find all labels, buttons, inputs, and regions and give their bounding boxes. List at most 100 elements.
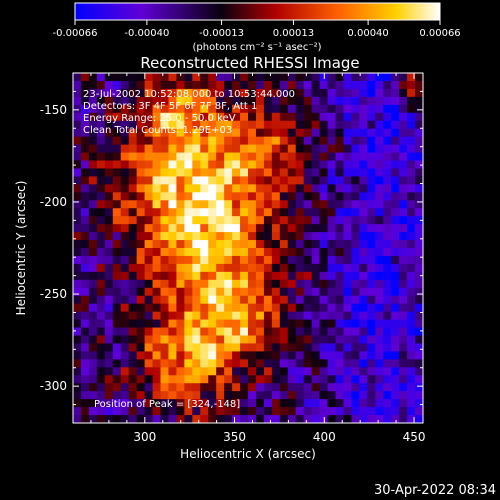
heatmap-cell <box>136 168 146 177</box>
heatmap-cell <box>263 383 273 392</box>
heatmap-cell <box>271 391 281 400</box>
heatmap-cell <box>232 303 241 313</box>
heatmap-cell <box>216 335 225 345</box>
heatmap-cell <box>160 399 170 408</box>
heatmap-cell <box>279 248 289 257</box>
heatmap-cell <box>112 279 122 289</box>
heatmap-cell <box>343 192 352 201</box>
heatmap-cell <box>327 415 337 423</box>
heatmap-cell <box>96 319 106 329</box>
heatmap-cell <box>367 375 376 384</box>
heatmap-cell <box>263 176 273 185</box>
heatmap-cell <box>295 279 305 289</box>
heatmap-cell <box>367 343 376 352</box>
heatmap-cell <box>279 224 289 233</box>
heatmap-cell <box>255 176 265 185</box>
heatmap-cell <box>112 176 122 185</box>
heatmap-cell <box>303 367 313 376</box>
heatmap-cell <box>383 184 392 193</box>
heatmap-cell <box>144 351 154 360</box>
heatmap-cell <box>176 168 185 177</box>
heatmap-cell <box>176 216 185 225</box>
heatmap-cell <box>168 303 177 313</box>
heatmap-cell <box>184 160 193 170</box>
heatmap-cell <box>248 343 257 352</box>
heatmap-cell <box>224 287 233 297</box>
heatmap-cell <box>319 144 329 154</box>
heatmap-cell <box>120 128 130 138</box>
heatmap-cell <box>144 208 154 217</box>
heatmap-cell <box>263 112 273 122</box>
heatmap-cell <box>327 168 337 177</box>
heatmap-cell <box>415 263 423 273</box>
heatmap-cell <box>303 375 313 384</box>
heatmap-cell <box>192 287 201 297</box>
heatmap-cell <box>192 104 201 114</box>
heatmap-cell <box>224 271 233 281</box>
heatmap-cell <box>311 295 321 305</box>
heatmap-cell <box>399 327 408 337</box>
heatmap-cell <box>88 120 98 130</box>
heatmap-cell <box>200 80 209 90</box>
heatmap-cell <box>80 88 90 98</box>
heatmap-cell <box>144 343 154 352</box>
heatmap-cell <box>240 232 249 241</box>
heatmap-cell <box>407 80 416 90</box>
heatmap-cell <box>144 200 154 209</box>
heatmap-cell <box>303 415 313 423</box>
heatmap-cell <box>208 136 217 146</box>
heatmap-cell <box>383 128 392 138</box>
heatmap-cell <box>343 224 352 233</box>
heatmap-cell <box>88 224 98 233</box>
heatmap-cell <box>232 391 241 400</box>
heatmap-cell <box>399 73 408 82</box>
heatmap-cell <box>383 200 392 209</box>
heatmap-cell <box>168 136 177 146</box>
heatmap-cell <box>367 240 376 249</box>
heatmap-cell <box>88 319 98 329</box>
heatmap-cell <box>255 295 265 305</box>
heatmap-cell <box>383 263 392 273</box>
heatmap-cell <box>399 375 408 384</box>
heatmap-cell <box>311 279 321 289</box>
heatmap-cell <box>208 112 217 122</box>
heatmap-cell <box>343 200 352 209</box>
colorbar-ticks: -0.00066 -0.00040 -0.00013 0.00013 0.00040 0.… <box>53 20 461 39</box>
heatmap-cell <box>279 176 289 185</box>
heatmap-cell <box>375 375 384 384</box>
heatmap-cell <box>232 136 241 146</box>
heatmap-cell <box>271 200 281 209</box>
heatmap-cell <box>136 152 146 162</box>
heatmap-cell <box>152 415 162 423</box>
heatmap-cell <box>160 144 170 154</box>
x-tick-label: 450 <box>403 430 426 444</box>
heatmap-cell <box>415 327 423 337</box>
heatmap-cell <box>168 295 177 305</box>
heatmap-cell <box>120 287 130 297</box>
heatmap-cell <box>399 112 408 122</box>
heatmap-cell <box>415 240 423 249</box>
heatmap-cell <box>263 240 273 249</box>
heatmap-cell <box>287 359 297 368</box>
heatmap-cell <box>295 104 305 114</box>
heatmap-cell <box>248 287 257 297</box>
heatmap-cell <box>73 367 82 376</box>
heatmap-cell <box>295 200 305 209</box>
heatmap-cell <box>375 287 384 297</box>
heatmap-cell <box>279 104 289 114</box>
heatmap-cell <box>415 367 423 376</box>
heatmap-cell <box>295 184 305 193</box>
chart-title: Reconstructed RHESSI Image <box>140 54 359 72</box>
heatmap-cell <box>335 263 345 273</box>
heatmap-cell <box>136 160 146 170</box>
heatmap-cell <box>295 96 305 106</box>
heatmap-cell <box>311 73 321 82</box>
heatmap-cell <box>391 415 400 423</box>
heatmap-cell <box>184 88 193 98</box>
heatmap-cell <box>144 287 154 297</box>
heatmap-cell <box>375 152 384 162</box>
heatmap-cell <box>88 295 98 305</box>
heatmap-cell <box>303 335 313 345</box>
heatmap-cell <box>104 208 114 217</box>
heatmap-cell <box>73 224 82 233</box>
